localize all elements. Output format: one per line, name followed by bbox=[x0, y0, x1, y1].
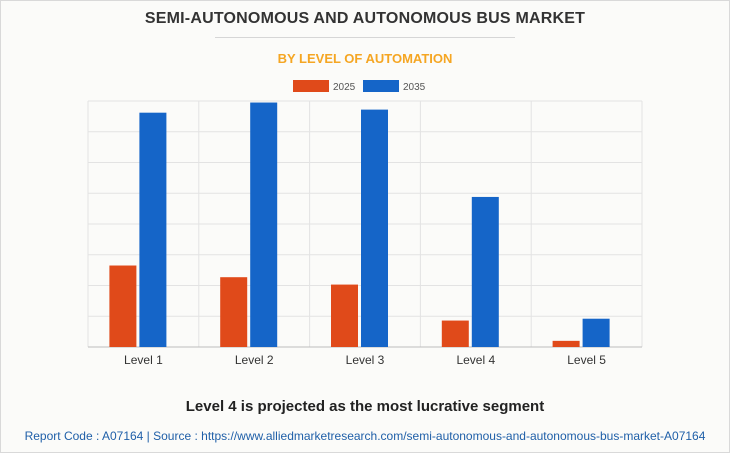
legend-label-2025: 2025 bbox=[333, 82, 356, 93]
title-divider bbox=[215, 37, 515, 38]
bar-2035-level-1 bbox=[139, 112, 167, 347]
legend-swatch-2025 bbox=[293, 80, 329, 92]
chart-subtitle: BY LEVEL OF AUTOMATION bbox=[277, 51, 453, 66]
chart-title: SEMI-AUTONOMOUS AND AUTONOMOUS BUS MARKE… bbox=[144, 10, 586, 27]
x-tick-label: Level 4 bbox=[456, 353, 495, 367]
bar-2035-level-4 bbox=[471, 196, 499, 347]
bar-2025-level-4 bbox=[441, 320, 469, 347]
x-tick-label: Level 3 bbox=[346, 353, 385, 367]
bar-2035-level-3 bbox=[361, 109, 388, 347]
bar-2025-level-1 bbox=[109, 265, 137, 347]
x-tick-label: Level 2 bbox=[235, 353, 274, 367]
x-tick-label: Level 5 bbox=[567, 353, 606, 367]
legend-label-2035: 2035 bbox=[403, 82, 426, 93]
bar-2025-level-2 bbox=[220, 277, 248, 347]
bar-2035-level-2 bbox=[250, 102, 278, 347]
legend-swatch-2035 bbox=[363, 80, 399, 92]
source-line: Report Code : A07164 | Source : https://… bbox=[24, 429, 706, 443]
chart-footnote: Level 4 is projected as the most lucrati… bbox=[185, 398, 545, 415]
bar-2035-level-5 bbox=[582, 318, 610, 347]
bar-2025-level-3 bbox=[331, 284, 358, 347]
bar-2025-level-5 bbox=[552, 340, 580, 347]
x-tick-label: Level 1 bbox=[124, 353, 163, 367]
